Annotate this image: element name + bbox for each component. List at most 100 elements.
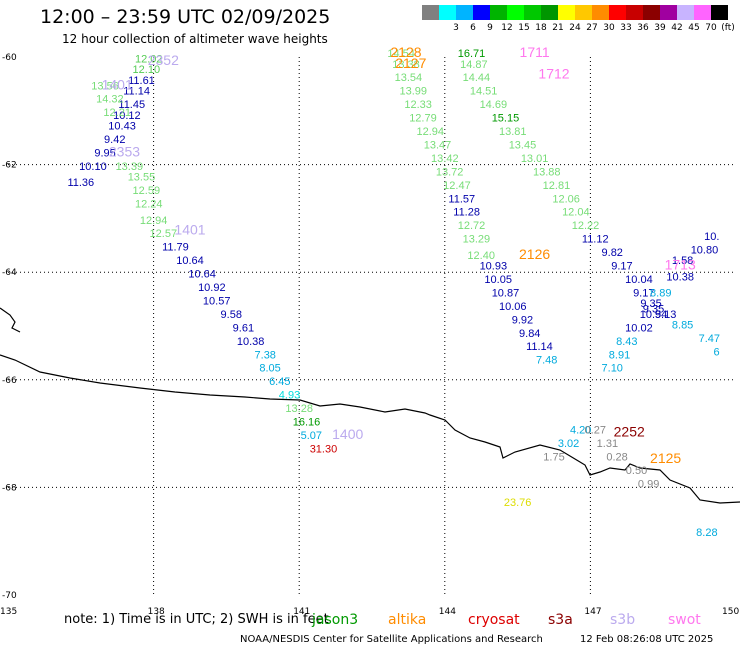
wave-height-label: 10.06 [499,301,527,313]
wave-height-label: 13.28 [285,403,313,415]
wave-height-label: 9.35 [643,304,664,316]
legend-swatch [677,5,694,20]
x-tick-label: 144 [439,607,456,617]
x-tick-label: 138 [148,607,165,617]
wave-height-label: 31.30 [310,443,338,455]
pass-time-label: 1713 [665,257,696,273]
wave-height-label: 14.44 [463,72,491,84]
wave-height-label: 13.42 [431,153,459,165]
wave-height-label: 5.07 [301,430,322,442]
wave-height-label: 9.17 [633,287,654,299]
wave-height-label: 13.56 [91,80,119,92]
wave-height-label: 13.81 [499,126,527,138]
satellite-s3a: s3a [548,612,573,628]
wave-height-label: 13.55 [128,172,156,184]
wave-height-label: 10. [704,231,719,243]
wave-height-label: 0.99 [638,478,659,490]
legend-label: 18 [535,23,547,33]
wave-height-label: 6 [714,347,720,359]
wave-height-label: 13.01 [521,153,549,165]
wave-height-label: 9.42 [104,134,125,146]
wave-height-label: 11.12 [582,234,609,246]
pass-time-label: 2352 [148,52,179,68]
credit-line: NOAA/NESDIS Center for Satellite Applica… [240,634,543,645]
wave-height-label: 4.20 [570,425,591,437]
wave-height-label: 13.38 [392,59,420,71]
y-tick-label: -64 [2,268,17,278]
x-tick-label: 150 [722,607,739,617]
wave-height-label: 0.27 [585,425,606,437]
wave-height-label: 11.14 [526,341,553,353]
wave-height-label: 10.54 [640,309,668,321]
legend-label: 70 [705,23,717,33]
wave-height-points: 12.0212.1011.6111.1411.4510.1210.439.429… [67,48,720,539]
wave-height-label: 9.92 [512,314,533,326]
wave-height-label: 9.82 [602,247,623,259]
wave-height-label: 11.14 [123,86,150,98]
satellite-s3b: s3b [610,612,636,628]
wave-height-label: 9.61 [233,322,254,334]
wave-height-label: 16.16 [293,417,321,429]
legend-label: 6 [470,23,476,33]
wave-height-label: 8.91 [609,349,630,361]
pass-time-label: 2126 [519,246,550,262]
wave-height-label: 12.33 [404,99,432,111]
legend-unit: (ft) [721,23,735,33]
wave-height-label: 13.88 [533,166,561,178]
legend-swatch [694,5,711,20]
y-tick-label: -62 [2,161,17,171]
wave-height-label: 9.17 [611,261,632,273]
chart-title: 12:00 – 23:59 UTC 02/09/2025 [40,6,331,28]
wave-height-label: 11.45 [118,99,145,111]
y-tick-label: -60 [2,53,17,63]
wave-height-label: 8.89 [650,287,671,299]
legend-swatch [422,5,439,20]
wave-height-label: 0.28 [606,452,627,464]
legend-label: 42 [671,23,683,33]
pass-time-label: 2127 [395,55,426,71]
wave-height-label: 10.38 [666,271,694,283]
wave-height-label: 12.59 [133,185,161,197]
wave-height-label: 13.54 [395,72,423,84]
pass-time-label: 1400 [332,426,363,442]
legend-label: 39 [654,23,666,33]
wave-height-label: 13.39 [116,161,144,173]
axis-ticks: 135 138 141 144 147 150 -60 -62 -64 -66 -68 -70 [0,53,739,617]
x-tick-label: 135 [0,607,17,617]
wave-height-label: 10.92 [198,282,226,294]
legend-label: 30 [603,23,615,33]
wave-height-label: 12.06 [552,193,580,205]
coastline-island [0,307,21,333]
wave-height-label: 12.40 [467,250,495,262]
wave-height-label: 4.93 [279,390,300,402]
wave-height-label: 14.51 [470,86,498,98]
pass-time-label: 2125 [650,450,681,466]
wave-height-label: 14.87 [460,59,488,71]
wave-height-label: 8.28 [696,527,717,539]
wave-height-label: 15.15 [492,113,520,125]
wave-height-label: 1.58 [672,255,693,267]
legend-swatch [660,5,677,20]
legend-label: 24 [569,23,581,33]
satellite-swot: swot [668,612,701,628]
wave-height-label: 10.10 [79,161,107,173]
wave-height-label: 1.75 [543,452,564,464]
wave-height-label: 12.10 [133,64,161,76]
legend-label: 12 [501,23,513,33]
wave-height-label: 12.22 [572,220,600,232]
y-tick-label: -70 [2,591,17,601]
legend-label: 33 [620,23,632,33]
legend-swatch [643,5,660,20]
legend-swatch [507,5,524,20]
wave-height-label: 10.04 [625,274,653,286]
legend-swatch [439,5,456,20]
wave-height-label: 12.94 [140,215,168,227]
wave-height-label: 11.36 [67,177,94,189]
wave-height-label: 13.45 [509,139,537,151]
wave-height-label: 10.64 [176,255,204,267]
wave-height-label: 7.48 [536,355,557,367]
wave-height-label: 10.87 [492,287,520,299]
wave-height-label: 1.31 [597,438,618,450]
wave-height-label: 9.13 [655,309,676,321]
